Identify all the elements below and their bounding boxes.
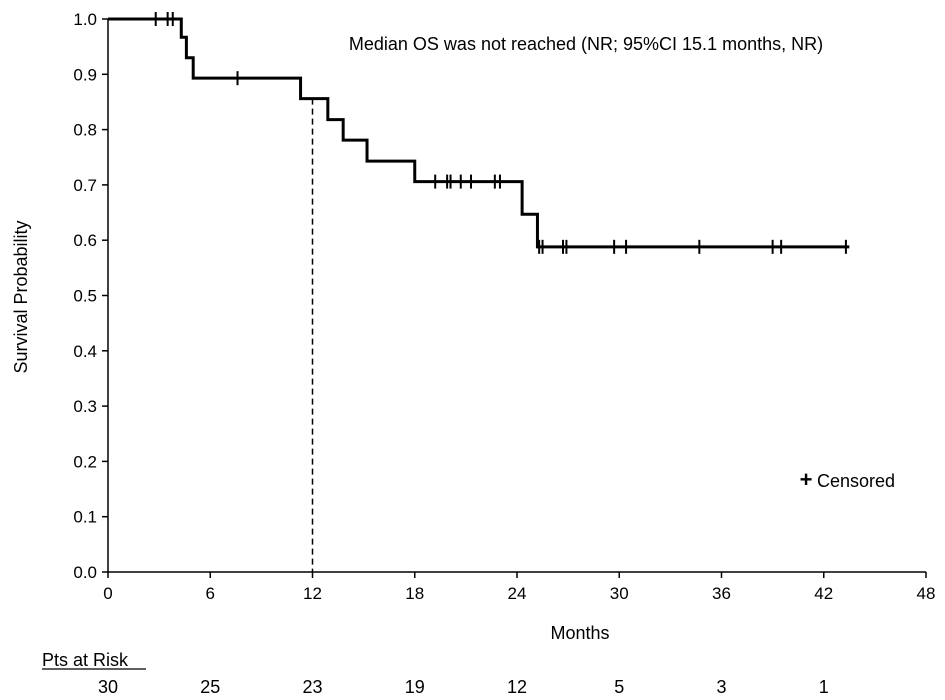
- risk-value: 3: [716, 677, 726, 697]
- y-tick-label: 0.1: [73, 508, 97, 527]
- risk-table-label: Pts at Risk: [42, 650, 129, 670]
- risk-table: Pts at Risk 30 25 23 19 12 5 3 1: [42, 650, 829, 697]
- risk-value: 25: [200, 677, 220, 697]
- x-tick-label: 48: [917, 584, 936, 603]
- x-tick-label: 12: [303, 584, 322, 603]
- y-tick-label: 0.8: [73, 121, 97, 140]
- risk-value: 5: [614, 677, 624, 697]
- risk-values: 30 25 23 19 12 5 3 1: [98, 677, 829, 697]
- risk-value: 19: [405, 677, 425, 697]
- y-tick-label: 0.5: [73, 287, 97, 306]
- y-tick-label: 0.3: [73, 397, 97, 416]
- censor-marks-group: [154, 12, 847, 254]
- y-tick-label: 0.7: [73, 176, 97, 195]
- legend: + Censored: [800, 467, 895, 492]
- y-axis: 0.0 0.1 0.2 0.3 0.4 0.5 0.6 0.7 0.8 0.9 1.0: [73, 10, 109, 582]
- risk-value: 30: [98, 677, 118, 697]
- median-annotation: Median OS was not reached (NR; 95%CI 15.…: [349, 34, 823, 54]
- x-tick-label: 0: [103, 584, 112, 603]
- risk-value: 1: [819, 677, 829, 697]
- y-tick-label: 1.0: [73, 10, 97, 29]
- risk-value: 23: [302, 677, 322, 697]
- survival-curve-group: [108, 17, 850, 249]
- x-tick-label: 42: [814, 584, 833, 603]
- y-tick-label: 0.0: [73, 563, 97, 582]
- legend-symbol: +: [800, 467, 813, 492]
- y-axis-title: Survival Probability: [11, 220, 31, 373]
- y-tick-label: 0.4: [73, 342, 97, 361]
- survival-curve: [108, 17, 850, 249]
- x-tick-label: 24: [508, 584, 527, 603]
- x-tick-label: 30: [610, 584, 629, 603]
- x-tick-label: 6: [206, 584, 215, 603]
- risk-value: 12: [507, 677, 527, 697]
- x-tick-label: 36: [712, 584, 731, 603]
- y-tick-label: 0.6: [73, 231, 97, 250]
- y-tick-label: 0.9: [73, 65, 97, 84]
- y-tick-label: 0.2: [73, 452, 97, 471]
- x-axis: 0 6 12 18 24 30 36 42 48: [103, 571, 936, 603]
- x-axis-title: Months: [550, 623, 609, 643]
- legend-label: Censored: [817, 471, 895, 491]
- x-tick-label: 18: [405, 584, 424, 603]
